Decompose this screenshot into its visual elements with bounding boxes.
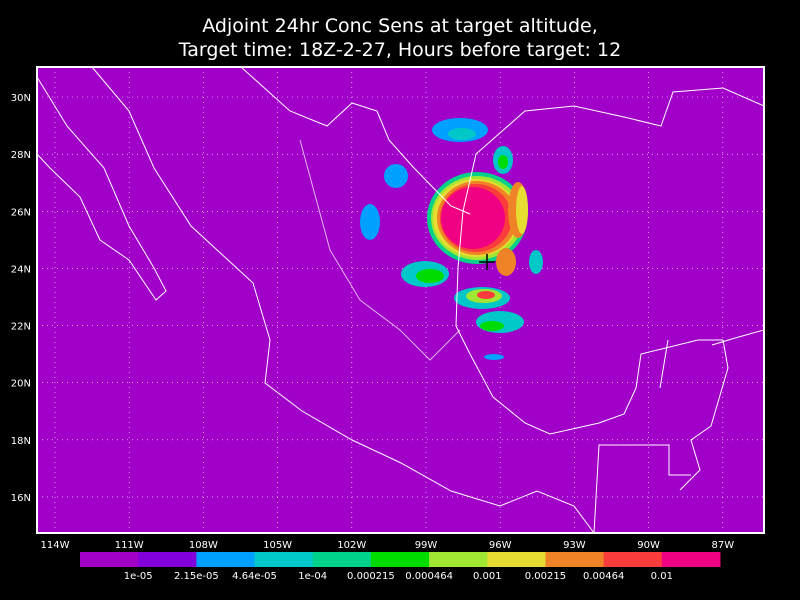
contour [360,204,380,240]
contour [480,321,504,331]
axis-labels: 114W 111W 108W 105W 102W 99W 96W 93W 90W 87W 30N 28… [11,93,734,551]
guatemala-border [593,444,691,534]
lon-label: 114W [41,540,70,551]
colorbar-swatch [661,552,721,567]
lon-label: 93W [563,540,586,551]
lat-label: 26N [11,207,31,218]
title-line-2: Target time: 18Z-2-27, Hours before targ… [178,39,621,61]
colorbar-label: 0.00464 [583,571,624,582]
colorbar-label: 2.15e-05 [174,571,219,582]
lon-label: 87W [711,540,734,551]
colorbar-swatch [80,552,139,567]
contour [529,250,543,274]
colorbar-swatch [138,552,197,567]
contour [384,164,408,188]
pacific-coast [91,66,595,534]
lat-label: 24N [11,264,31,275]
lat-label: 28N [11,150,31,161]
colorbar-swatch [487,552,546,567]
lat-label: 16N [11,493,31,504]
contour [441,187,505,249]
lat-label: 22N [11,322,31,333]
colorbar-label: 0.001 [473,571,502,582]
colorbar-label: 1e-04 [298,571,327,582]
contour [416,269,444,283]
coastlines [36,66,765,534]
lat-label: 18N [11,436,31,447]
colorbar-label: 0.000215 [347,571,395,582]
state-borders [299,139,461,361]
colorbar: 1e-05 2.15e-05 4.64e-05 1e-04 0.000215 0.0004… [80,552,721,582]
rio-grande-border [240,66,471,215]
contour [516,186,528,234]
colorbar-label: 4.64e-05 [232,571,277,582]
gulf-coast [455,87,765,491]
lat-label: 20N [11,379,31,390]
contour [484,354,504,360]
colorbar-label: 0.000464 [405,571,453,582]
lon-label: 90W [637,540,660,551]
lon-label: 99W [415,540,438,551]
colorbar-label: 0.00215 [525,571,566,582]
colorbar-swatch [603,552,663,567]
colorbar-swatch [429,552,488,567]
contour [477,291,495,299]
lon-label: 105W [263,540,292,551]
contour [496,248,516,276]
colorbar-swatch [254,552,314,567]
cuba-coast [711,329,765,346]
baja-coast [36,76,167,301]
title-line-1: Adjoint 24hr Conc Sens at target altitud… [202,15,598,37]
colorbar-swatch [196,552,256,567]
colorbar-swatch [545,552,605,567]
contour [498,155,508,169]
lon-label: 111W [115,540,144,551]
colorbar-label: 1e-05 [124,571,153,582]
colorbar-swatch [312,552,372,567]
sensitivity-contours [360,118,543,360]
yucatan-border [659,339,669,389]
target-marker [479,254,495,270]
lat-label: 30N [11,93,31,104]
contour [448,128,476,140]
colorbar-swatch [370,552,430,567]
lon-label: 108W [189,540,218,551]
lon-label: 102W [337,540,366,551]
lon-label: 96W [489,540,512,551]
colorbar-label: 0.01 [651,571,673,582]
map-area [36,66,765,534]
grid [37,67,764,533]
